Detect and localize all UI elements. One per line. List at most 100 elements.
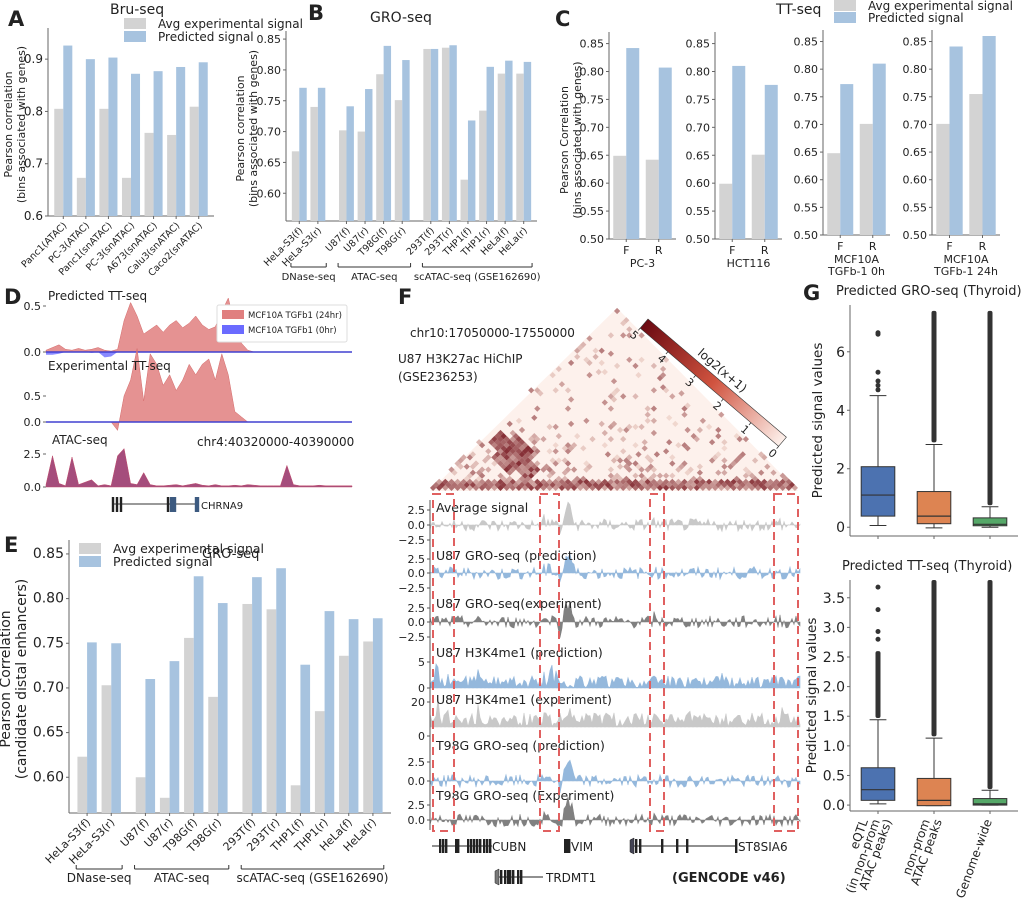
heatmap-cell — [620, 393, 627, 400]
outlier-point — [875, 369, 881, 375]
genome-track-6: 2.5 0.0 T98G GRO-seq (prediction) — [408, 738, 801, 793]
gene-exon — [473, 839, 476, 853]
legend-label: Predicted signal — [158, 30, 254, 44]
bar-predicted — [131, 73, 141, 216]
gene-exon — [566, 839, 569, 853]
bar-experimental — [479, 110, 487, 221]
bar-predicted — [982, 36, 996, 235]
genome-track-5: 20 0 U87 H3K4me1 (experiment) — [411, 692, 801, 743]
y-tick-label: 0.75 — [257, 95, 282, 108]
bar-experimental — [441, 47, 450, 221]
bar-predicted — [252, 577, 262, 813]
bar-predicted — [402, 60, 410, 221]
chart-g1: 0 2 4 6 Predicted signal values Predicted GRO… — [810, 284, 1022, 539]
y-axis-label: (candidate distal enhancers) — [14, 579, 30, 780]
signal-track — [429, 698, 801, 728]
heatmap-cell — [478, 466, 486, 473]
y-tick-label: 0.85 — [580, 38, 605, 51]
y-tick-label: 0.70 — [686, 121, 711, 134]
y-tick-label: 0.65 — [903, 146, 928, 159]
hichip-heatmap — [429, 307, 799, 492]
y-tick-label: 20 — [411, 696, 425, 709]
bar-experimental — [859, 123, 873, 235]
gene-exon — [442, 839, 445, 853]
y-axis-label: Predicted signal values — [804, 618, 820, 774]
x-tick-label: Genome-wide — [953, 817, 995, 900]
bar-predicted — [430, 48, 439, 222]
chart-title: GRO-seq — [202, 547, 259, 562]
y-tick-label: 0.75 — [903, 91, 928, 104]
track-label: U87 GRO-seq(experiment) — [436, 596, 602, 611]
y-tick-label: 2.0 — [823, 680, 845, 696]
highlight-box — [432, 493, 455, 832]
gene-exon — [476, 839, 479, 853]
bar-predicted — [658, 67, 672, 239]
y-tick-label: 4 — [836, 403, 845, 419]
bar-experimental — [751, 154, 765, 239]
heatmap-cell — [626, 356, 633, 363]
heatmap-cell — [613, 387, 621, 394]
area-atac — [45, 448, 353, 488]
group-label: DNase-seq — [67, 871, 132, 885]
y-tick-label: 0.0 — [408, 616, 426, 629]
y-tick-label: 0.60 — [580, 177, 605, 190]
bar-predicted — [145, 679, 156, 813]
bar-experimental — [121, 177, 131, 216]
subplot-c-4: 0.50 0.55 0.60 0.65 0.70 0.75 0.80 0.85 F RMCF10A… — [903, 30, 1000, 278]
y-tick-label: 0.65 — [257, 156, 282, 169]
bar-predicted — [764, 84, 778, 240]
y-tick-label: 5 — [418, 656, 425, 669]
dataset-label: U87 H3K27ac HiChIP — [398, 352, 523, 366]
signal-track — [429, 501, 801, 534]
y-tick-label: 0.6 — [24, 209, 43, 223]
genome-track-3: 2.50.0 −2.5 U87 GRO-seq(experiment) — [398, 596, 801, 644]
heatmap-cell — [451, 469, 458, 476]
bar-experimental — [54, 108, 64, 216]
y-tick-label: 0.65 — [33, 725, 64, 741]
x-axis-label: HCT116 — [727, 257, 771, 270]
y-tick-label: 0.75 — [794, 91, 819, 104]
gene-utr — [629, 837, 635, 855]
y-tick-label: 2 — [836, 462, 845, 478]
y-tick-label: 0.50 — [686, 233, 711, 246]
heatmap-cell — [626, 454, 633, 461]
bar-experimental — [613, 155, 627, 239]
chart-title: Bru-seq — [110, 2, 164, 18]
y-tick-label: −2.5 — [398, 534, 425, 547]
heatmap-cell — [791, 484, 799, 492]
legend-label: MCF10A TGFb1 (0hr) — [248, 326, 337, 336]
heatmap-cell — [472, 460, 480, 467]
gene-exon — [512, 870, 515, 884]
y-tick-label: 1.5 — [823, 709, 845, 725]
track-label: U87 H3K4me1 (experiment) — [436, 692, 612, 707]
heatmap-cell — [478, 442, 486, 449]
y-tick-label: 3.0 — [823, 620, 845, 636]
y-tick-label: 0.0 — [24, 346, 42, 359]
bar-experimental — [719, 183, 733, 239]
y-tick-label: 0.70 — [903, 118, 928, 131]
y-tick-label: 0.50 — [794, 229, 819, 242]
x-axis-label: PC-3 — [630, 257, 655, 270]
gene-exon — [483, 839, 486, 853]
y-tick-label: 6 — [836, 345, 845, 361]
y-tick-label: 0.5 — [823, 768, 845, 784]
y-tick-label: 0.9 — [24, 52, 43, 66]
legend-label: MCF10A TGFb1 (24hr) — [248, 311, 342, 321]
y-tick-label: 0.60 — [257, 187, 282, 200]
bar-predicted — [63, 45, 73, 217]
bar-experimental — [159, 797, 170, 813]
y-tick-label: 0.55 — [580, 205, 605, 218]
heatmap-cell — [574, 353, 581, 360]
bar-predicted — [467, 120, 476, 221]
gene-exon — [194, 497, 198, 512]
y-tick-label: 0.75 — [580, 93, 605, 106]
bar-predicted — [383, 45, 392, 221]
y-tick-label: 2.5 — [24, 448, 42, 461]
heatmap-cell — [546, 423, 553, 431]
gene-exon — [439, 839, 442, 853]
legend-label: Avg experimental signal — [868, 0, 1013, 13]
box-eqtl — [860, 584, 896, 805]
bar-predicted — [505, 60, 513, 221]
y-axis-label: Pearson correlation — [2, 71, 15, 177]
track-1: 0.5 0.0 Predicted TT-seq — [24, 289, 352, 359]
